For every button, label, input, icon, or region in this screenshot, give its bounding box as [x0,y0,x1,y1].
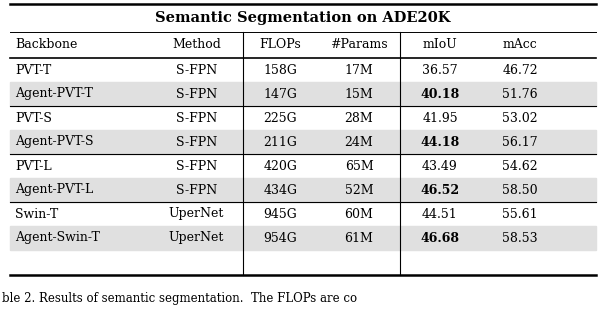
Text: 51.76: 51.76 [502,88,538,100]
Text: Agent-PVT-S: Agent-PVT-S [15,136,93,149]
Text: Method: Method [172,39,221,52]
Text: 58.50: 58.50 [502,184,538,197]
Text: S-FPN: S-FPN [176,184,217,197]
Text: 54.62: 54.62 [502,160,538,173]
Text: 58.53: 58.53 [502,232,538,245]
Text: ble 2. Results of semantic segmentation.  The FLOPs are co: ble 2. Results of semantic segmentation.… [2,292,357,305]
Text: 420G: 420G [264,160,298,173]
Text: 36.57: 36.57 [422,64,458,76]
Text: 17M: 17M [345,64,373,76]
Text: 24M: 24M [345,136,373,149]
Text: 44.51: 44.51 [422,208,458,221]
Text: Backbone: Backbone [15,39,78,52]
Text: PVT-S: PVT-S [15,112,52,125]
Text: 43.49: 43.49 [422,160,458,173]
Text: S-FPN: S-FPN [176,160,217,173]
Bar [10,82,596,106]
Text: 46.68: 46.68 [421,232,459,245]
Text: 158G: 158G [264,64,298,76]
Text: S-FPN: S-FPN [176,88,217,100]
Text: #Params: #Params [330,39,388,52]
Text: Agent-PVT-L: Agent-PVT-L [15,184,93,197]
Text: 954G: 954G [264,232,298,245]
Text: 28M: 28M [345,112,373,125]
Bar [10,226,596,250]
Text: 46.72: 46.72 [502,64,538,76]
Text: 53.02: 53.02 [502,112,538,125]
Text: S-FPN: S-FPN [176,112,217,125]
Text: 56.17: 56.17 [502,136,538,149]
Text: 46.52: 46.52 [421,184,459,197]
Text: 41.95: 41.95 [422,112,458,125]
Text: 434G: 434G [264,184,298,197]
Text: S-FPN: S-FPN [176,64,217,76]
Text: 40.18: 40.18 [421,88,459,100]
Text: 61M: 61M [345,232,373,245]
Text: PVT-L: PVT-L [15,160,52,173]
Text: 60M: 60M [345,208,373,221]
Text: 65M: 65M [345,160,373,173]
Text: UperNet: UperNet [169,232,224,245]
Text: 147G: 147G [264,88,298,100]
Text: FLOPs: FLOPs [259,39,301,52]
Text: 52M: 52M [345,184,373,197]
Text: 44.18: 44.18 [421,136,459,149]
Text: mAcc: mAcc [502,39,538,52]
Text: S-FPN: S-FPN [176,136,217,149]
Text: 225G: 225G [264,112,298,125]
Text: mIoU: mIoU [422,39,458,52]
Text: PVT-T: PVT-T [15,64,52,76]
Text: 945G: 945G [264,208,298,221]
Text: 211G: 211G [264,136,298,149]
Text: Swin-T: Swin-T [15,208,58,221]
Text: 15M: 15M [345,88,373,100]
Bar [10,130,596,154]
Text: UperNet: UperNet [169,208,224,221]
Bar [10,178,596,202]
Text: Agent-PVT-T: Agent-PVT-T [15,88,93,100]
Text: Semantic Segmentation on ADE20K: Semantic Segmentation on ADE20K [155,11,451,25]
Text: Agent-Swin-T: Agent-Swin-T [15,232,100,245]
Text: 55.61: 55.61 [502,208,538,221]
